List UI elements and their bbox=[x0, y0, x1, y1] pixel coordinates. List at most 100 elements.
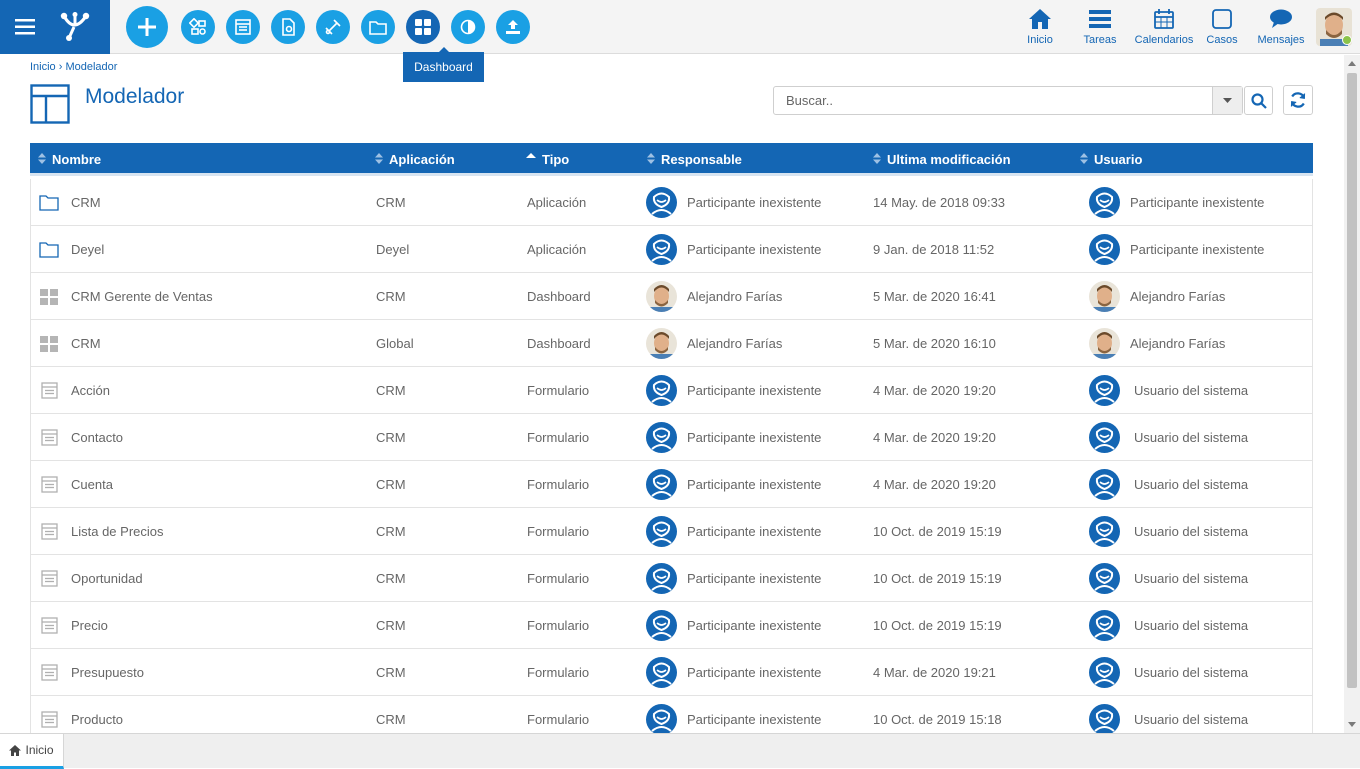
upload-icon[interactable] bbox=[496, 10, 530, 44]
avatar bbox=[1089, 281, 1120, 312]
dashboard-icon[interactable] bbox=[406, 10, 440, 44]
row-name[interactable]: Lista de Precios bbox=[71, 524, 164, 539]
search-input[interactable] bbox=[774, 87, 1212, 114]
footer-tabs: Inicio bbox=[0, 733, 1360, 769]
cell-ultima-modificacion: 4 Mar. de 2020 19:21 bbox=[873, 665, 996, 680]
cell-tipo: Formulario bbox=[527, 665, 590, 680]
table-row[interactable]: Presupuesto CRM Formulario Participante ine… bbox=[30, 649, 1313, 696]
form-icon bbox=[39, 663, 59, 683]
nav-inicio[interactable]: Inicio bbox=[1012, 0, 1068, 54]
plus-icon[interactable] bbox=[126, 6, 168, 48]
col-nombre[interactable]: Nombre bbox=[38, 143, 101, 176]
table-row[interactable]: CRM CRM Aplicación Participante inexistente… bbox=[30, 179, 1313, 226]
cell-ultima-modificacion: 10 Oct. de 2019 15:19 bbox=[873, 618, 1002, 633]
deyel-logo-icon[interactable] bbox=[50, 0, 100, 54]
cell-ultima-modificacion: 9 Jan. de 2018 11:52 bbox=[873, 242, 995, 257]
table-row[interactable]: Deyel Deyel Aplicación Participante inexist… bbox=[30, 226, 1313, 273]
row-name[interactable]: Producto bbox=[71, 712, 124, 727]
cell-tipo: Formulario bbox=[527, 524, 590, 539]
process-icon[interactable] bbox=[181, 10, 215, 44]
table-row[interactable]: Precio CRM Formulario Participante inexiste… bbox=[30, 602, 1313, 649]
col-usuario[interactable]: Usuario bbox=[1080, 143, 1142, 176]
table-row[interactable]: Acción CRM Formulario Participante inexiste… bbox=[30, 367, 1313, 414]
cell-nombre: Lista de Precios bbox=[39, 508, 164, 555]
cell-usuario: Participante inexistente bbox=[1089, 179, 1264, 226]
row-name[interactable]: CRM bbox=[71, 195, 101, 210]
cell-nombre: Producto bbox=[39, 696, 123, 743]
folder-icon[interactable] bbox=[361, 10, 395, 44]
cell-responsable: Alejandro Farías bbox=[646, 273, 782, 320]
cell-responsable: Participante inexistente bbox=[646, 602, 821, 649]
responsable-name: Participante inexistente bbox=[687, 242, 822, 257]
main-nav: Inicio Tareas Calendarios Casos Mensajes bbox=[1012, 0, 1354, 54]
avatar bbox=[646, 187, 677, 218]
row-name[interactable]: Precio bbox=[71, 618, 108, 633]
usuario-name: Alejandro Farías bbox=[1130, 289, 1226, 304]
cell-tipo: Aplicación bbox=[527, 242, 587, 257]
row-name[interactable]: Deyel bbox=[71, 242, 105, 257]
table-row[interactable]: Oportunidad CRM Formulario Participante ine… bbox=[30, 555, 1313, 602]
search-button[interactable] bbox=[1244, 86, 1273, 115]
search-dropdown-icon[interactable] bbox=[1212, 87, 1242, 114]
cell-responsable: Participante inexistente bbox=[646, 226, 821, 273]
scroll-up-icon[interactable] bbox=[1348, 61, 1356, 66]
vertical-scrollbar[interactable] bbox=[1344, 55, 1360, 733]
cell-tipo: Formulario bbox=[527, 618, 590, 633]
table-row[interactable]: CRM Global Dashboard Alejandro Farías 5 Mar.… bbox=[30, 320, 1313, 367]
row-name[interactable]: Presupuesto bbox=[71, 665, 144, 680]
avatar bbox=[1089, 328, 1120, 359]
col-tipo[interactable]: Tipo bbox=[526, 143, 569, 176]
cell-responsable: Participante inexistente bbox=[646, 461, 821, 508]
cell-responsable: Participante inexistente bbox=[646, 508, 821, 555]
avatar bbox=[646, 610, 677, 641]
document-settings-icon[interactable] bbox=[271, 10, 305, 44]
nav-casos[interactable]: Casos bbox=[1196, 0, 1248, 54]
cell-ultima-modificacion: 4 Mar. de 2020 19:20 bbox=[873, 430, 996, 445]
table-row[interactable]: CRM Gerente de Ventas CRM Dashboard Alejand… bbox=[30, 273, 1313, 320]
table-row[interactable]: Lista de Precios CRM Formulario Participant… bbox=[30, 508, 1313, 555]
sort-icon bbox=[38, 152, 46, 167]
form-icon bbox=[39, 616, 59, 636]
cell-aplicacion: CRM bbox=[376, 712, 406, 727]
row-name[interactable]: Acción bbox=[71, 383, 111, 398]
folder-icon bbox=[39, 193, 59, 213]
responsable-name: Participante inexistente bbox=[687, 524, 822, 539]
form-icon[interactable] bbox=[226, 10, 260, 44]
messages-icon bbox=[1269, 7, 1293, 31]
breadcrumb[interactable]: Inicio › Modelador bbox=[30, 61, 118, 73]
cell-nombre: Oportunidad bbox=[39, 555, 143, 602]
col-responsable[interactable]: Responsable bbox=[647, 143, 742, 176]
cell-aplicacion: Deyel bbox=[376, 242, 410, 257]
menu-icon[interactable] bbox=[0, 0, 50, 54]
table-row[interactable]: Contacto CRM Formulario Participante inexis… bbox=[30, 414, 1313, 461]
sort-asc-icon bbox=[526, 152, 536, 167]
cell-ultima-modificacion: 10 Oct. de 2019 15:19 bbox=[873, 571, 1002, 586]
avatar bbox=[1089, 610, 1120, 641]
row-name[interactable]: Contacto bbox=[71, 430, 124, 445]
usuario-name: Alejandro Farías bbox=[1130, 336, 1226, 351]
usuario-name: Participante inexistente bbox=[1130, 195, 1265, 210]
nav-mensajes[interactable]: Mensajes bbox=[1248, 0, 1314, 54]
toolbar bbox=[126, 6, 541, 48]
scroll-down-icon[interactable] bbox=[1348, 722, 1356, 727]
table-row[interactable]: Cuenta CRM Formulario Participante inexiste… bbox=[30, 461, 1313, 508]
nav-inicio-label: Inicio bbox=[1027, 34, 1053, 46]
refresh-icon bbox=[1290, 92, 1306, 108]
cell-tipo: Dashboard bbox=[527, 289, 591, 304]
integration-icon[interactable] bbox=[316, 10, 350, 44]
refresh-button[interactable] bbox=[1283, 85, 1313, 115]
avatar bbox=[646, 281, 677, 312]
contrast-icon[interactable] bbox=[451, 10, 485, 44]
row-name[interactable]: CRM bbox=[71, 336, 101, 351]
nav-calendarios[interactable]: Calendarios bbox=[1132, 0, 1196, 54]
scroll-thumb[interactable] bbox=[1347, 73, 1357, 688]
nav-tareas[interactable]: Tareas bbox=[1068, 0, 1132, 54]
row-name[interactable]: CRM Gerente de Ventas bbox=[71, 289, 213, 304]
tab-inicio[interactable]: Inicio bbox=[0, 734, 64, 769]
row-name[interactable]: Cuenta bbox=[71, 477, 113, 492]
responsable-name: Participante inexistente bbox=[687, 712, 822, 727]
col-ultima-modificacion[interactable]: Ultima modificación bbox=[873, 143, 1011, 176]
user-avatar[interactable] bbox=[1314, 0, 1354, 54]
row-name[interactable]: Oportunidad bbox=[71, 571, 143, 586]
col-aplicacion[interactable]: Aplicación bbox=[375, 143, 455, 176]
